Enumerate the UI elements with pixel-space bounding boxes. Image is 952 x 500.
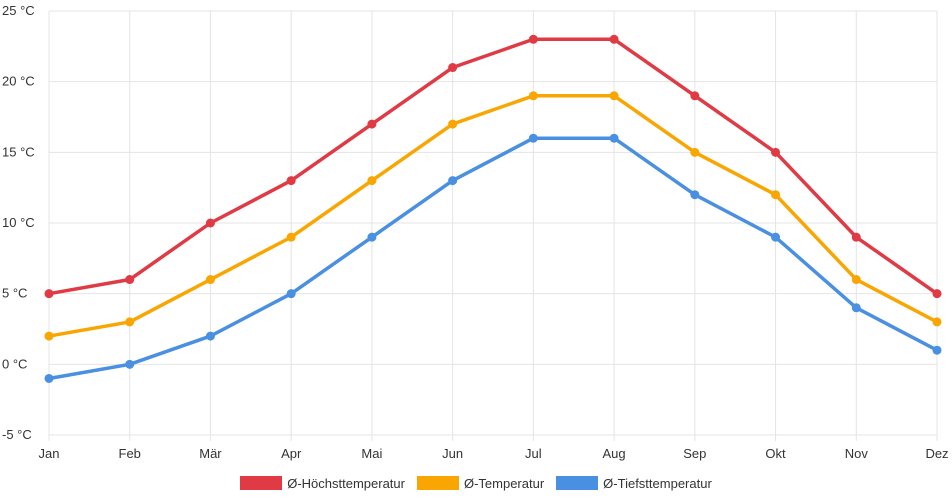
data-point-high — [205, 218, 215, 228]
data-point-mean — [690, 147, 700, 157]
x-tick-label: Aug — [603, 446, 626, 461]
data-point-mean — [286, 232, 296, 242]
x-tick-label: Dez — [925, 446, 948, 461]
legend-item-low[interactable]: Ø-Tiefsttemperatur — [556, 476, 712, 491]
data-point-low — [690, 190, 700, 200]
x-tick-label: Nov — [845, 446, 869, 461]
data-point-high — [690, 91, 700, 101]
series-mean — [44, 91, 942, 341]
series-group — [44, 34, 942, 383]
y-tick-label: 0 °C — [2, 356, 27, 371]
data-point-low — [125, 359, 135, 369]
series-high — [44, 34, 942, 299]
data-point-mean — [528, 91, 538, 101]
data-point-mean — [44, 331, 54, 341]
data-point-low — [932, 345, 942, 355]
data-point-mean — [205, 275, 215, 285]
temperature-line-chart: -5 °C 0 °C 5 °C 10 °C 15 °C 20 °C 25 °C Jan Feb… — [2, 3, 949, 461]
data-point-low — [44, 373, 54, 383]
y-axis: -5 °C 0 °C 5 °C 10 °C 15 °C 20 °C 25 °C — [2, 3, 35, 442]
data-point-low — [367, 232, 377, 242]
y-tick-label: 20 °C — [2, 74, 35, 89]
data-point-high — [609, 34, 619, 44]
data-point-high — [932, 289, 942, 299]
x-tick-label: Okt — [765, 446, 786, 461]
x-tick-label: Jun — [442, 446, 463, 461]
series-line-low — [47, 136, 939, 381]
data-point-high — [771, 147, 781, 157]
data-point-mean — [932, 317, 942, 327]
series-line-high — [47, 37, 939, 296]
data-point-low — [609, 133, 619, 143]
data-point-high — [851, 232, 861, 242]
legend-swatch-low — [556, 476, 599, 490]
data-point-mean — [448, 119, 458, 129]
legend-label-low: Ø-Tiefsttemperatur — [603, 475, 712, 491]
y-tick-label: 25 °C — [2, 3, 35, 18]
y-tick-label: 5 °C — [2, 286, 27, 301]
data-point-high — [367, 119, 377, 129]
series-low — [44, 133, 942, 383]
x-tick-label: Feb — [119, 446, 141, 461]
x-tick-label: Mär — [199, 446, 222, 461]
x-tick-label: Jan — [39, 446, 60, 461]
legend-item-mean[interactable]: Ø-Temperatur — [416, 475, 545, 491]
x-tick-label: Mai — [361, 446, 382, 461]
x-tick-label: Jul — [525, 446, 542, 461]
legend-label-mean: Ø-Temperatur — [463, 475, 545, 491]
data-point-low — [205, 331, 215, 341]
data-point-mean — [609, 91, 619, 101]
series-line-mean — [47, 94, 939, 338]
x-axis: Jan Feb Mär Apr Mai Jun Jul Aug Sep Okt Nov Dez — [39, 446, 949, 461]
data-point-mean — [771, 190, 781, 200]
data-point-high — [286, 176, 296, 186]
legend-item-high[interactable]: Ø-Höchsttemperatur — [240, 476, 405, 491]
data-point-high — [528, 34, 538, 44]
data-point-high — [125, 275, 135, 285]
data-point-high — [448, 63, 458, 73]
legend-label-high: Ø-Höchsttemperatur — [287, 475, 405, 491]
data-point-low — [448, 176, 458, 186]
x-tick-label: Sep — [683, 446, 706, 461]
data-point-mean — [125, 317, 135, 327]
y-tick-label: 15 °C — [2, 144, 35, 159]
data-point-mean — [851, 275, 861, 285]
x-tick-label: Apr — [281, 446, 302, 461]
legend-swatch-mean — [416, 476, 459, 490]
data-point-mean — [367, 176, 377, 186]
data-point-high — [44, 289, 54, 299]
y-tick-label: -5 °C — [2, 427, 32, 442]
legend-swatch-high — [240, 476, 283, 490]
grid-lines — [48, 10, 938, 441]
data-point-low — [851, 303, 861, 313]
data-point-low — [528, 133, 538, 143]
data-point-low — [286, 289, 296, 299]
legend: Ø-Höchsttemperatur Ø-Temperatur Ø-Tiefst… — [0, 472, 952, 494]
y-tick-label: 10 °C — [2, 215, 35, 230]
data-point-low — [771, 232, 781, 242]
